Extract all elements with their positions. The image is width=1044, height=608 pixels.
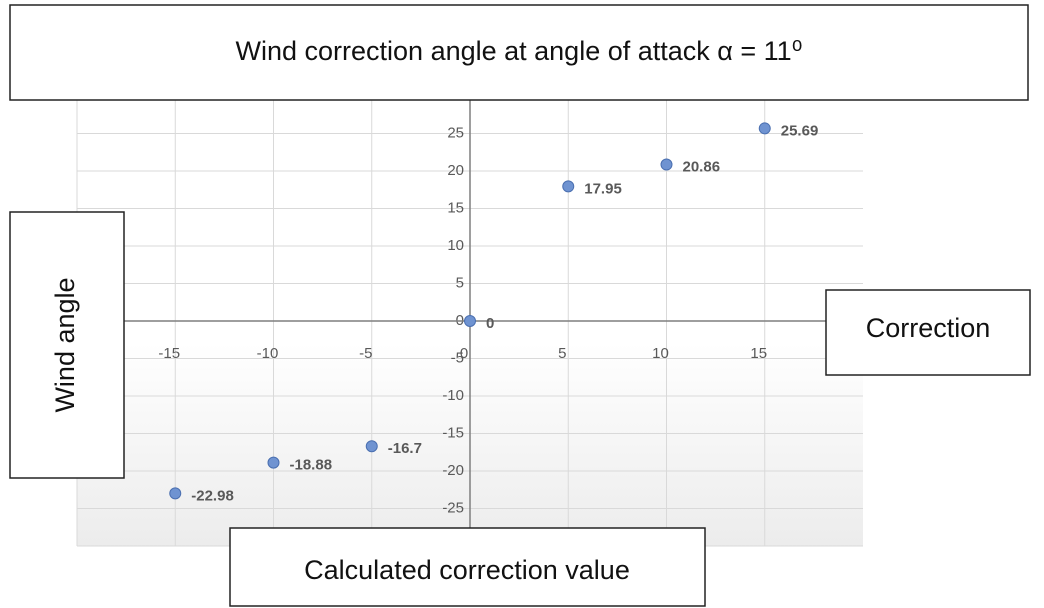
point — [660, 158, 673, 171]
data-label: 20.86 — [683, 159, 721, 176]
data-label: -16.7 — [388, 440, 422, 457]
y-tick-label: -10 — [442, 387, 464, 404]
x-tick-label: 5 — [558, 345, 566, 362]
annotation: Correction — [866, 313, 991, 343]
title-box — [9, 4, 1029, 101]
y-tick-label: 25 — [447, 124, 464, 141]
data-label: 0 — [486, 315, 494, 332]
y-tick-label: -25 — [442, 499, 464, 516]
y-axis-label: Wind angle — [50, 277, 80, 412]
x-tick-label: 10 — [652, 345, 669, 362]
x-tick-label: -10 — [257, 345, 279, 362]
x-tick-label: -15 — [158, 345, 180, 362]
point — [267, 456, 280, 469]
plot: -25-20-15-10-5051015202530-15-10-5051015… — [76, 87, 863, 547]
y-tick-label: -5 — [451, 349, 464, 366]
chart-title: Wind correction angle at angle of attack… — [236, 36, 803, 66]
data-label: 17.95 — [584, 180, 622, 197]
data-label: 25.69 — [781, 122, 819, 139]
x-tick-label: -5 — [359, 345, 372, 362]
y-tick-label: -20 — [442, 462, 464, 479]
point — [464, 315, 476, 327]
y-tick-label: 10 — [447, 237, 464, 254]
annotation-box — [825, 289, 1031, 376]
y-tick-label: -15 — [442, 424, 464, 441]
point — [562, 180, 575, 193]
data-label: -18.88 — [290, 457, 333, 474]
x-label-box — [229, 527, 706, 607]
y-tick-label: 5 — [456, 274, 464, 291]
y-label-box — [9, 211, 125, 479]
x-tick-label: 15 — [750, 345, 767, 362]
point — [758, 122, 771, 135]
point — [365, 440, 378, 453]
data-label: -22.98 — [191, 487, 234, 504]
y-tick-label: 15 — [447, 199, 464, 216]
x-tick-label: 0 — [460, 345, 468, 362]
point — [169, 487, 182, 500]
x-axis-label: Calculated correction value — [304, 555, 630, 585]
y-tick-label: 20 — [447, 162, 464, 179]
